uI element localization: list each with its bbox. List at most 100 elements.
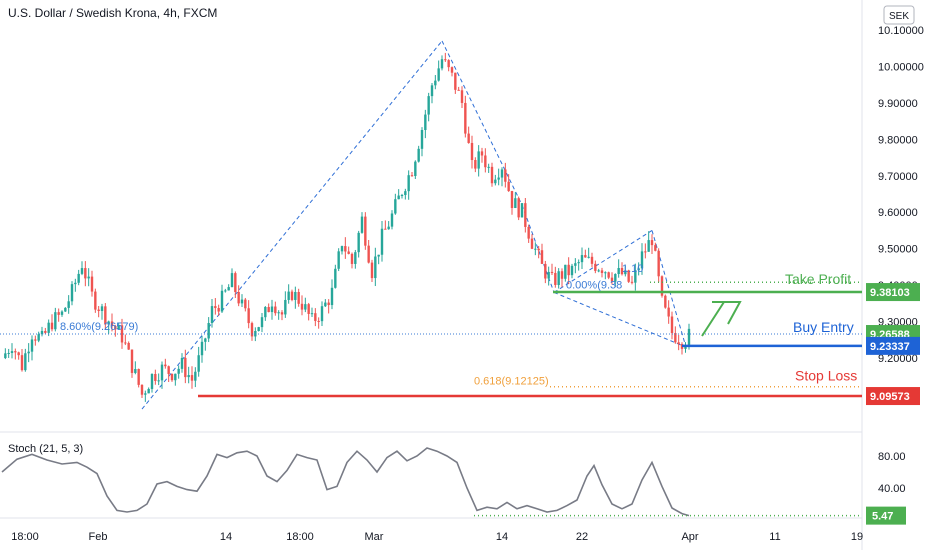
stoch-tick-label: 80.00 <box>878 451 906 463</box>
candle-body <box>67 301 70 308</box>
candle-body <box>590 256 594 264</box>
candle-body <box>50 322 54 330</box>
price-tick-label: 9.90000 <box>878 98 918 110</box>
candle-body <box>17 352 20 356</box>
candle-body <box>650 240 654 246</box>
stop-loss-price-tag-text: 9.09573 <box>870 391 910 403</box>
candle-body <box>477 151 480 169</box>
stoch-line <box>1 447 690 517</box>
candle-body <box>544 263 547 279</box>
price-axis[interactable]: 9.200009.300009.400009.500009.600009.700… <box>878 25 924 365</box>
candle-body <box>540 250 544 264</box>
candle-body <box>84 268 87 279</box>
candle-body <box>397 195 400 200</box>
time-tick-label: Apr <box>681 531 698 543</box>
candle-body <box>277 312 280 314</box>
buy-entry-price-tag[interactable]: 9.23337 <box>866 336 920 355</box>
candle-body <box>520 203 524 218</box>
candle-body <box>244 299 247 309</box>
candle-body <box>110 321 114 327</box>
candle-body <box>517 198 520 218</box>
candle-body <box>374 256 377 279</box>
candle-body <box>180 357 184 369</box>
candle-body <box>40 330 44 335</box>
candle-body <box>584 255 587 258</box>
candle-body <box>444 59 447 61</box>
candle-body <box>14 351 17 353</box>
candle-body <box>677 342 680 345</box>
fib-small-label: 1.10 <box>622 263 643 275</box>
candle-body <box>534 248 537 250</box>
candlestick-series <box>4 52 691 402</box>
trade-levels: Take Profit Buy Entry Stop Loss 0.618(9.121… <box>0 263 920 406</box>
fib-left-label: 8.60%(9.26579) <box>60 321 138 333</box>
candle-body <box>667 307 670 317</box>
stop-loss-price-tag[interactable]: 9.09573 <box>866 387 920 406</box>
candle-body <box>407 175 410 192</box>
candle-body <box>287 291 290 300</box>
candle-body <box>620 268 624 275</box>
candle-body <box>220 290 224 312</box>
candle-body <box>507 181 510 192</box>
stoch-value-tag[interactable]: 5.47 <box>866 506 906 525</box>
candle-body <box>347 251 350 254</box>
candle-body <box>490 166 494 184</box>
stoch-value-text: 5.47 <box>872 511 893 523</box>
candle-body <box>197 355 200 372</box>
candle-body <box>487 166 490 168</box>
candle-body <box>367 245 370 263</box>
harmonic-pattern-lines <box>141 40 687 410</box>
candle-body <box>394 199 397 214</box>
stoch-title: Stoch (21, 5, 3) <box>8 443 83 455</box>
candle-body <box>500 169 504 178</box>
candle-body <box>214 306 217 309</box>
candle-body <box>384 228 387 230</box>
candle-body <box>474 160 477 169</box>
candle-body <box>660 276 664 296</box>
candle-body <box>597 270 600 272</box>
candle-body <box>257 327 260 331</box>
candle-body <box>90 276 94 292</box>
projection-arrow <box>701 301 725 337</box>
candle-body <box>74 282 77 285</box>
candle-body <box>467 133 470 143</box>
candle-body <box>454 72 457 90</box>
time-tick-label: 18:00 <box>286 531 314 543</box>
candle-body <box>604 272 607 274</box>
time-axis[interactable]: 18:00 Feb 14 18:00 Mar 14 22 Apr 11 19 <box>11 531 863 543</box>
candle-body <box>57 312 60 315</box>
candle-body <box>640 251 644 269</box>
candle-body <box>557 271 560 285</box>
candle-body <box>340 246 344 252</box>
candle-body <box>154 374 157 381</box>
candle-body <box>54 312 57 330</box>
candle-body <box>577 262 580 264</box>
stop-loss-label: Stop Loss <box>795 367 857 383</box>
price-tick-label: 10.00000 <box>878 61 924 73</box>
candle-body <box>20 355 24 371</box>
candle-body <box>484 155 487 168</box>
currency-badge[interactable]: SEK <box>883 5 915 25</box>
candle-body <box>450 67 454 73</box>
take-profit-price-tag[interactable]: 9.38103 <box>866 283 920 302</box>
candle-body <box>617 268 620 275</box>
candle-body <box>314 313 317 321</box>
pattern-leg <box>141 40 443 410</box>
candle-body <box>307 304 310 314</box>
candle-body <box>427 96 430 115</box>
candle-body <box>37 334 40 341</box>
candle-body <box>424 114 427 131</box>
candle-body <box>27 351 30 354</box>
candle-body <box>204 338 207 342</box>
time-tick-label: 14 <box>496 531 508 543</box>
candle-body <box>460 90 464 103</box>
candle-body <box>174 373 177 381</box>
candle-body <box>157 380 160 382</box>
candle-body <box>190 375 194 381</box>
take-profit-price-tag-bg <box>866 283 920 302</box>
candle-body <box>80 268 84 274</box>
candle-body <box>370 262 374 279</box>
candle-body <box>430 85 434 97</box>
pattern-leg <box>441 40 523 206</box>
